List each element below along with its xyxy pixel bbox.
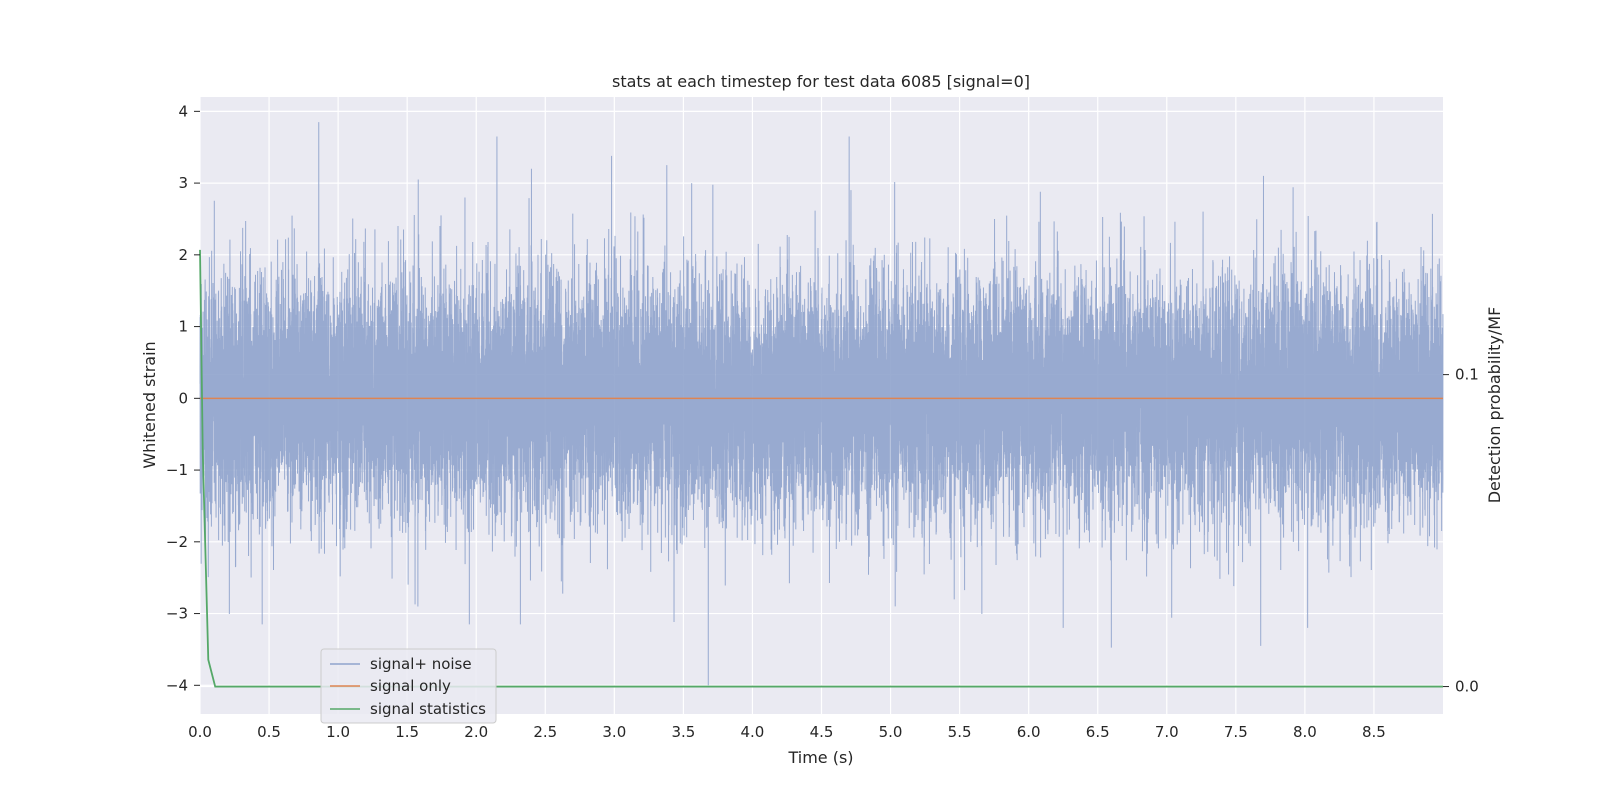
x-tick-label: 7.0 bbox=[1155, 723, 1179, 741]
ticks: 0.0 0.5 1.0 1.5 2.0 2.5 3.0 3.5 4.0 4.5 5.0 5.5 6.0 6… bbox=[166, 102, 1479, 741]
x-tick-label: 6.5 bbox=[1086, 723, 1110, 741]
x-tick-label: 0.0 bbox=[188, 723, 212, 741]
chart-title: stats at each timestep for test data 608… bbox=[612, 72, 1030, 91]
legend-label-signal-statistics: signal statistics bbox=[370, 700, 486, 718]
x-tick-label: 8.0 bbox=[1293, 723, 1317, 741]
x-tick-label: 1.0 bbox=[326, 723, 350, 741]
x-tick-label: 1.5 bbox=[395, 723, 419, 741]
y-tick-label: 0 bbox=[178, 389, 188, 407]
x-tick-label: 2.5 bbox=[533, 723, 557, 741]
x-tick-label: 2.0 bbox=[464, 723, 488, 741]
y-tick-label: 4 bbox=[178, 102, 188, 120]
x-tick-label: 8.5 bbox=[1362, 723, 1386, 741]
y-tick-label: −1 bbox=[166, 461, 188, 479]
series-layer bbox=[199, 122, 1444, 688]
series-signal-noise-line bbox=[199, 122, 1444, 686]
x-tick-label: 4.5 bbox=[810, 723, 834, 741]
y2-axis-label: Detection probability/MF bbox=[1485, 307, 1504, 504]
y-tick-label: −4 bbox=[166, 676, 188, 694]
y-tick-label: −2 bbox=[166, 533, 188, 551]
x-tick-label: 5.5 bbox=[948, 723, 972, 741]
x-tick-label: 4.0 bbox=[741, 723, 765, 741]
y-tick-label: 2 bbox=[178, 246, 188, 264]
x-tick-label: 5.0 bbox=[879, 723, 903, 741]
legend-label-signal-noise: signal+ noise bbox=[370, 655, 472, 673]
x-tick-label: 6.0 bbox=[1017, 723, 1041, 741]
y-tick-label: −3 bbox=[166, 605, 188, 623]
series-signal-statistics-line bbox=[199, 249, 1443, 688]
x-axis-label: Time (s) bbox=[787, 748, 853, 767]
y-tick-label: 3 bbox=[178, 174, 188, 192]
legend-label-signal-only: signal only bbox=[370, 677, 451, 695]
y2-tick-label: 0.0 bbox=[1455, 678, 1479, 696]
x-tick-label: 3.5 bbox=[671, 723, 695, 741]
x-tick-label: 7.5 bbox=[1224, 723, 1248, 741]
y-tick-label: 1 bbox=[178, 318, 188, 336]
x-tick-label: 3.0 bbox=[602, 723, 626, 741]
y-axis-label: Whitened strain bbox=[140, 341, 159, 468]
legend: signal+ noise signal only signal statist… bbox=[320, 648, 497, 724]
legend-box bbox=[320, 648, 497, 724]
x-tick-label: 0.5 bbox=[257, 723, 281, 741]
y2-tick-label: 0.1 bbox=[1455, 366, 1479, 384]
